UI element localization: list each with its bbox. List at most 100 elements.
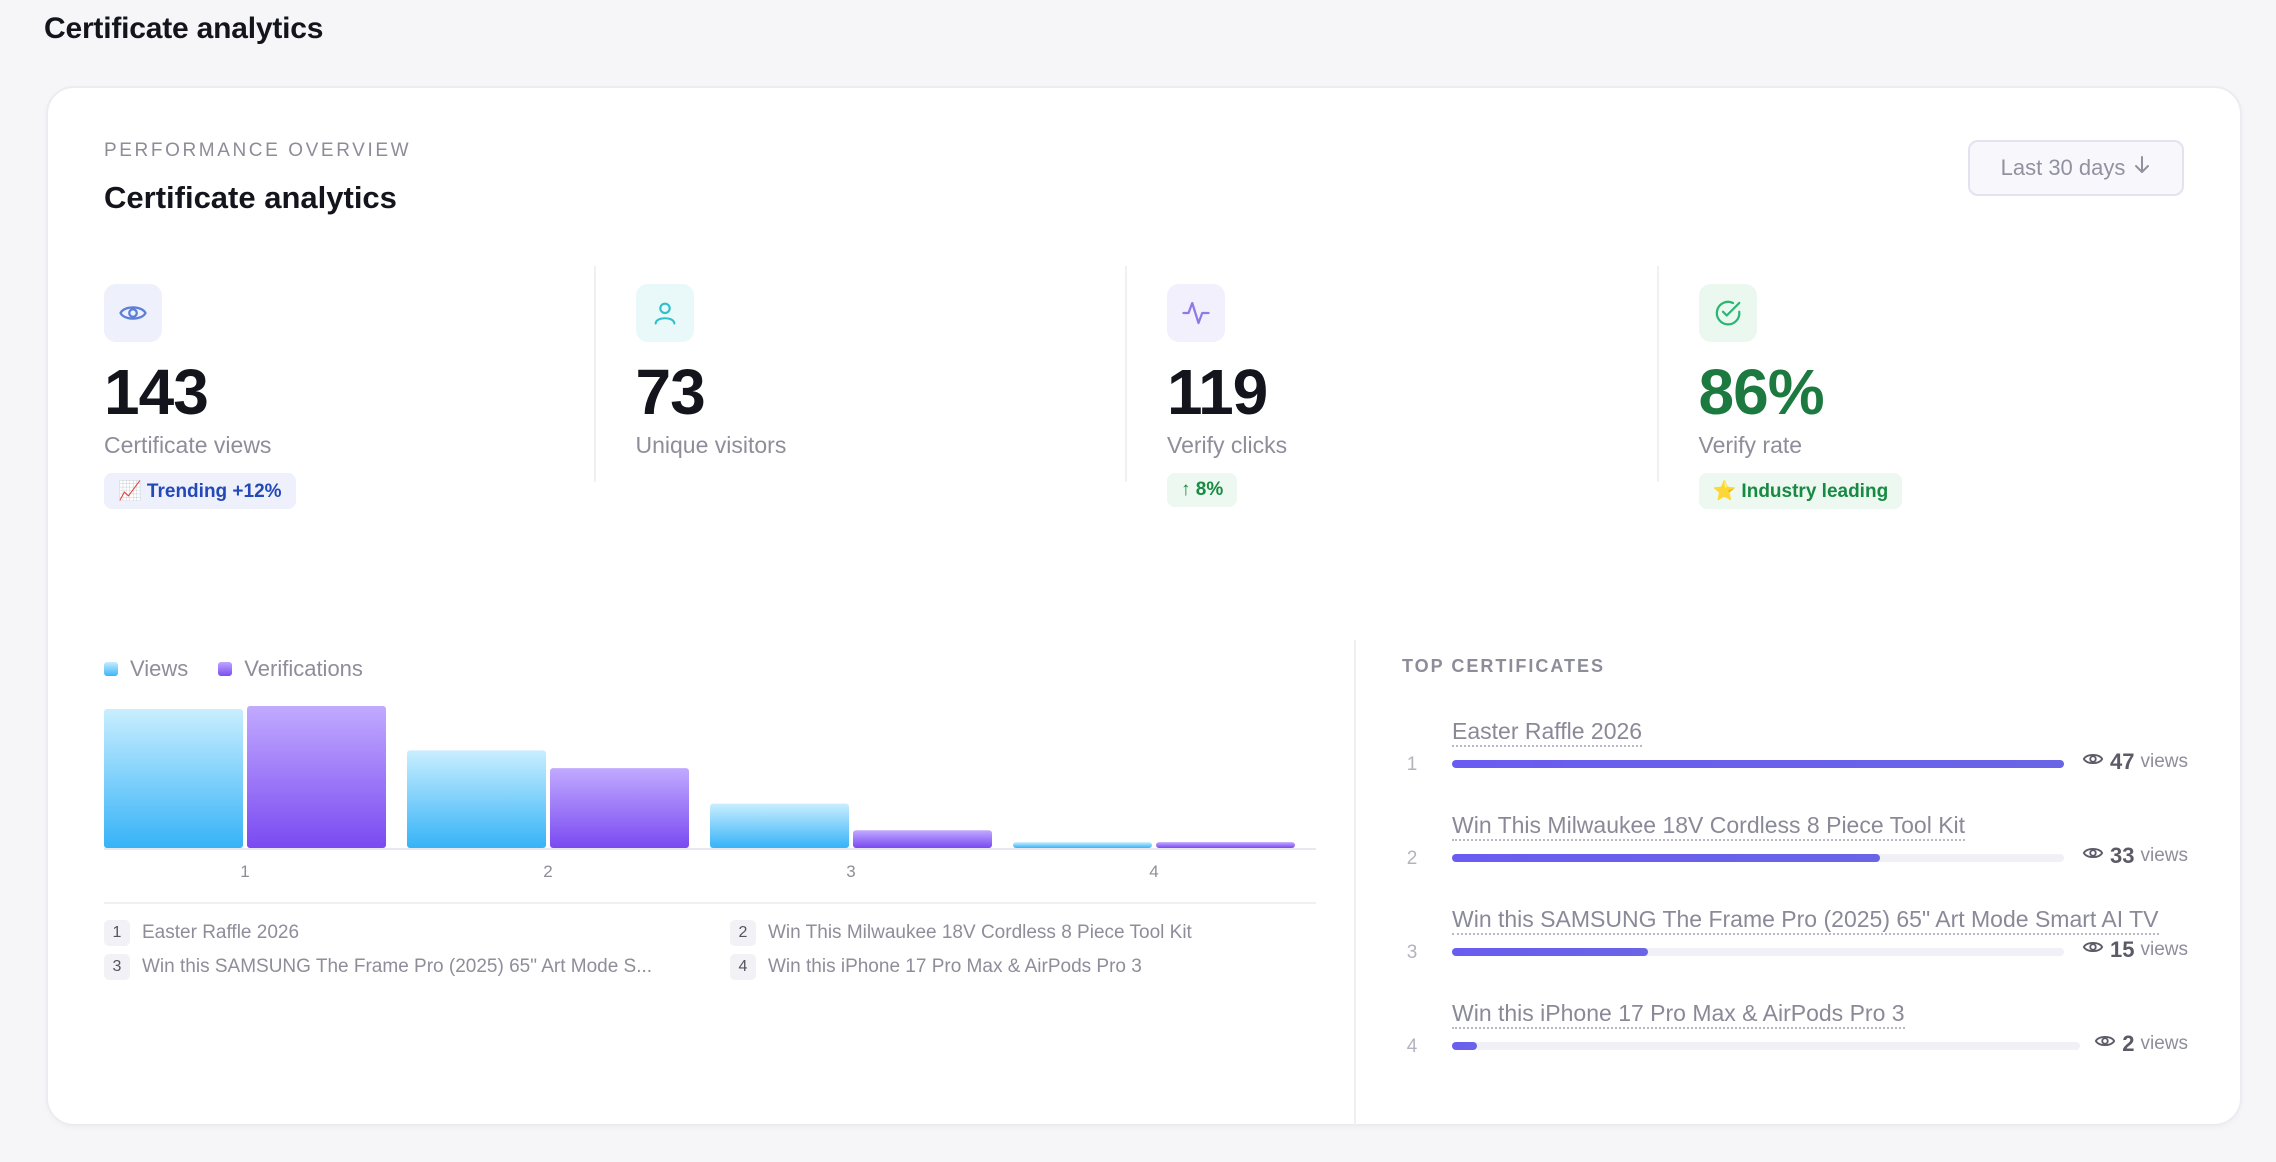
views-number: 33 bbox=[2110, 843, 2135, 868]
bar-verifications-3 bbox=[853, 830, 992, 848]
key-text: Win this iPhone 17 Pro Max & AirPods Pro… bbox=[768, 956, 1142, 977]
certificate-link[interactable]: Win This Milwaukee 18V Cordless 8 Piece … bbox=[1452, 812, 1966, 841]
analytics-card: PERFORMANCE OVERVIEW Certificate analyti… bbox=[46, 86, 2242, 1128]
x-tick-label: 1 bbox=[240, 862, 250, 881]
certificate-link[interactable]: Win this iPhone 17 Pro Max & AirPods Pro… bbox=[1452, 1000, 1905, 1029]
kpi-verify-rate: 86% Verify rate ⭐ Industry leading bbox=[1659, 266, 2189, 509]
bar-chart bbox=[104, 706, 1295, 848]
key-number: 2 bbox=[730, 920, 756, 946]
certificate-link[interactable]: Win this SAMSUNG The Frame Pro (2025) 65… bbox=[1452, 906, 2159, 935]
kpi-label: Verify clicks bbox=[1167, 432, 1288, 458]
eye-icon bbox=[2082, 748, 2104, 776]
chart-key-item: 3 Win this SAMSUNG The Frame Pro (2025) 6… bbox=[104, 954, 730, 980]
chart-key-item: 4 Win this iPhone 17 Pro Max & AirPods Pr… bbox=[730, 954, 1316, 980]
views-count: 33 views bbox=[2082, 842, 2188, 870]
views-count: 47 views bbox=[2082, 748, 2188, 776]
views-unit: views bbox=[2140, 939, 2188, 960]
date-range-button[interactable]: Last 30 days bbox=[1968, 140, 2184, 196]
views-unit: views bbox=[2140, 1033, 2188, 1054]
rank-number: 1 bbox=[1406, 754, 1418, 775]
top-certificate-item: 3 Win this SAMSUNG The Frame Pro (2025) … bbox=[1402, 906, 2188, 1000]
bar-views-4 bbox=[1013, 842, 1152, 848]
chart-baseline bbox=[104, 848, 1316, 850]
chart-legend: Views Verifications bbox=[104, 656, 363, 682]
key-number: 1 bbox=[104, 920, 130, 946]
views-count: 15 views bbox=[2082, 936, 2188, 964]
rank-number: 2 bbox=[1406, 848, 1418, 869]
eye-icon bbox=[2082, 842, 2104, 870]
views-number: 47 bbox=[2110, 749, 2135, 774]
views-bar-track bbox=[1452, 1042, 2080, 1050]
x-tick-label: 2 bbox=[543, 862, 553, 881]
trend-badge: 📈 Trending +12% bbox=[104, 473, 296, 509]
kpi-row: 143 Certificate views 📈 Trending +12% 73… bbox=[104, 266, 2189, 509]
rank-number: 3 bbox=[1406, 942, 1418, 963]
views-bar-fill bbox=[1452, 760, 2064, 768]
bar-views-3 bbox=[710, 803, 849, 848]
x-tick-label: 4 bbox=[1149, 862, 1159, 881]
key-text: Easter Raffle 2026 bbox=[142, 922, 300, 943]
kpi-label: Unique visitors bbox=[635, 432, 787, 458]
activity-icon bbox=[1167, 284, 1225, 342]
kpi-views: 143 Certificate views 📈 Trending +12% bbox=[104, 266, 596, 509]
views-unit: views bbox=[2140, 845, 2188, 866]
bar-verifications-1 bbox=[247, 706, 386, 848]
top-certificate-item: 1 Easter Raffle 2026 47 views bbox=[1402, 718, 2188, 812]
verifications-swatch bbox=[218, 662, 233, 676]
kpi-value: 143 bbox=[104, 356, 209, 428]
views-number: 2 bbox=[2122, 1031, 2135, 1056]
legend-views: Views bbox=[104, 656, 188, 682]
legend-views-label: Views bbox=[130, 656, 189, 681]
keys-divider bbox=[104, 902, 1316, 904]
bar-views-1 bbox=[104, 708, 243, 848]
page-title: Certificate analytics bbox=[44, 12, 324, 45]
views-bar-fill bbox=[1452, 854, 1881, 862]
kpi-verify-clicks: 119 Verify clicks ↑ 8% bbox=[1127, 266, 1659, 507]
views-bar-track bbox=[1452, 948, 2064, 956]
change-badge: ↑ 8% bbox=[1167, 473, 1238, 507]
section-divider bbox=[1354, 640, 1356, 1128]
bar-verifications-2 bbox=[550, 768, 689, 848]
date-range-label: Last 30 days bbox=[2000, 155, 2126, 180]
check-circle-icon bbox=[1698, 284, 1757, 342]
top-certificates-heading: TOP CERTIFICATES bbox=[1402, 656, 1606, 676]
views-bar-fill bbox=[1452, 948, 1648, 956]
legend-verifications: Verifications bbox=[218, 656, 363, 682]
card-eyebrow: PERFORMANCE OVERVIEW bbox=[104, 140, 412, 161]
eye-icon bbox=[2094, 1030, 2116, 1058]
certificate-link[interactable]: Easter Raffle 2026 bbox=[1452, 718, 1643, 747]
top-certificate-item: 2 Win This Milwaukee 18V Cordless 8 Piec… bbox=[1402, 812, 2188, 906]
views-bar-fill bbox=[1452, 1042, 1478, 1050]
card-title: Certificate analytics bbox=[104, 180, 397, 215]
kpi-visitors: 73 Unique visitors bbox=[596, 266, 1127, 482]
x-tick-label: 3 bbox=[846, 862, 856, 881]
views-bar-track bbox=[1452, 760, 2064, 768]
kpi-value: 73 bbox=[635, 356, 706, 428]
bar-verifications-4 bbox=[1156, 842, 1295, 848]
eye-icon bbox=[104, 284, 162, 342]
key-number: 4 bbox=[730, 954, 756, 980]
views-number: 15 bbox=[2110, 937, 2135, 962]
views-bar-track bbox=[1452, 854, 2064, 862]
x-axis-labels: 1 2 3 4 bbox=[104, 862, 1316, 886]
bar-views-2 bbox=[407, 750, 546, 848]
key-text: Win This Milwaukee 18V Cordless 8 Piece … bbox=[768, 922, 1192, 943]
kpi-label: Certificate views bbox=[104, 432, 272, 458]
kpi-value: 86% bbox=[1698, 356, 1825, 428]
rank-number: 4 bbox=[1406, 1036, 1418, 1057]
chart-key-list: 1 Easter Raffle 2026 2 Win This Milwaukee … bbox=[104, 920, 1316, 980]
top-certificates-list: 1 Easter Raffle 2026 47 views 2 Win This… bbox=[1402, 718, 2188, 1094]
kpi-value: 119 bbox=[1167, 356, 1268, 428]
eye-icon bbox=[2082, 936, 2104, 964]
key-number: 3 bbox=[104, 954, 130, 980]
chart-key-item: 2 Win This Milwaukee 18V Cordless 8 Piece… bbox=[730, 920, 1316, 946]
industry-badge: ⭐ Industry leading bbox=[1698, 473, 1903, 509]
views-swatch bbox=[104, 662, 118, 676]
top-certificate-item: 4 Win this iPhone 17 Pro Max & AirPods P… bbox=[1402, 1000, 2188, 1094]
key-text: Win this SAMSUNG The Frame Pro (2025) 65… bbox=[142, 956, 653, 977]
views-count: 2 views bbox=[2094, 1030, 2188, 1058]
user-icon bbox=[635, 284, 694, 342]
legend-verifications-label: Verifications bbox=[244, 656, 363, 681]
arrow-down-icon bbox=[2133, 155, 2151, 181]
kpi-label: Verify rate bbox=[1698, 432, 1803, 458]
